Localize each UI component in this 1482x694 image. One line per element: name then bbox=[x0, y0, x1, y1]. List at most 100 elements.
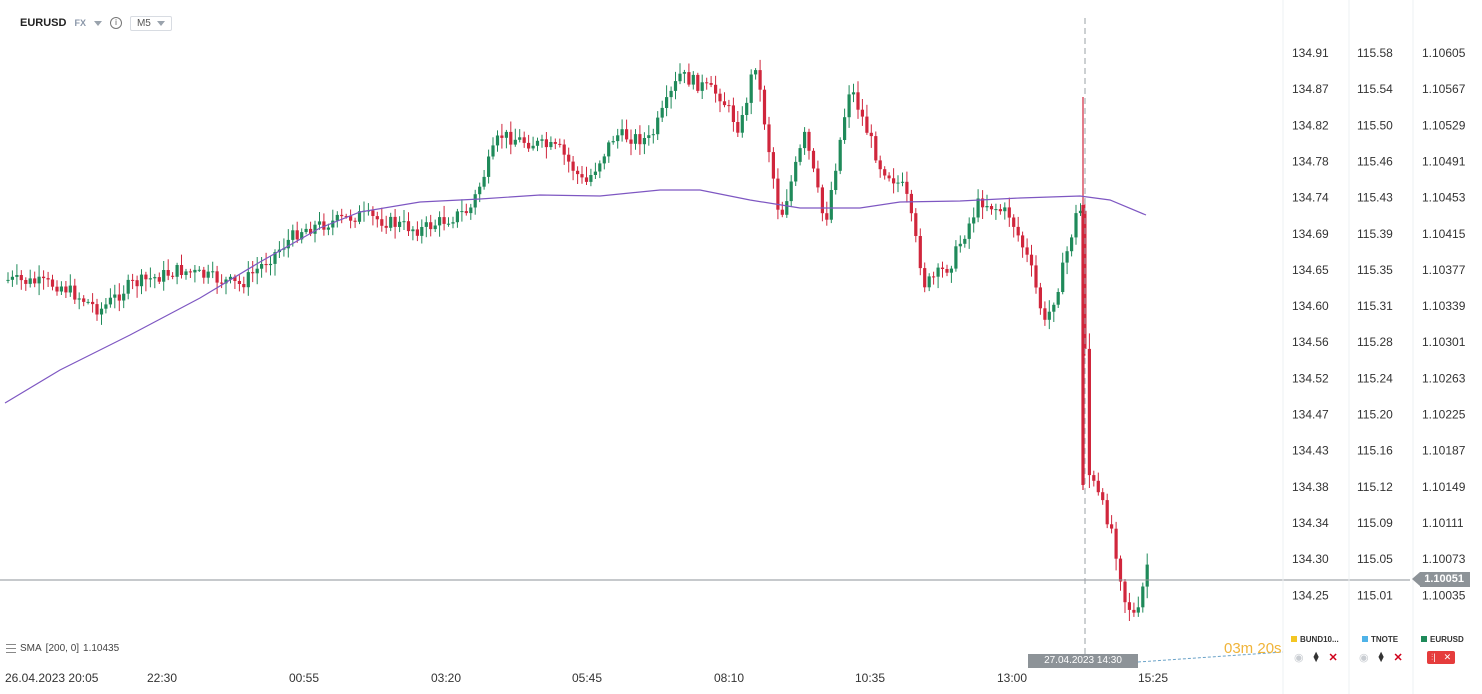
color-swatch bbox=[1362, 636, 1368, 642]
candle-body bbox=[166, 270, 170, 276]
legend-tnote[interactable]: TNOTE bbox=[1362, 635, 1398, 644]
candle-body bbox=[73, 285, 77, 300]
candle-body bbox=[482, 176, 486, 187]
candle-body bbox=[451, 222, 455, 224]
time-label: 10:35 bbox=[855, 671, 885, 685]
candle-body bbox=[780, 209, 784, 215]
candle-body bbox=[10, 276, 14, 280]
candle-body bbox=[1105, 500, 1109, 525]
eye-icon[interactable]: ◉ bbox=[1294, 651, 1304, 664]
candle-body bbox=[46, 278, 50, 280]
candle-body bbox=[998, 209, 1002, 212]
axis-label-1: 134.91 bbox=[1292, 46, 1329, 60]
candle-body bbox=[620, 129, 624, 136]
candle-body bbox=[220, 282, 224, 284]
candle-body bbox=[50, 279, 55, 287]
candle-body bbox=[6, 279, 10, 281]
candle-body bbox=[682, 72, 686, 74]
eurusd-active-controls[interactable]: ⫶| ✕ bbox=[1427, 650, 1456, 664]
candle-body bbox=[491, 145, 495, 157]
legend-label: EURUSD bbox=[1430, 635, 1464, 644]
indicator-legend[interactable]: SMA [200, 0] 1.10435 bbox=[6, 643, 119, 654]
close-icon[interactable]: ✕ bbox=[1443, 651, 1452, 662]
color-swatch bbox=[1421, 636, 1427, 642]
candle-body bbox=[896, 182, 900, 184]
info-icon[interactable]: i bbox=[109, 17, 122, 29]
candle-body bbox=[727, 105, 731, 107]
candle-body bbox=[1003, 207, 1007, 212]
candle-body bbox=[113, 294, 117, 298]
candle-body bbox=[656, 117, 660, 135]
candle-body bbox=[246, 272, 250, 288]
candle-body bbox=[584, 177, 589, 182]
candle-body bbox=[593, 171, 597, 175]
candle-body bbox=[874, 136, 878, 161]
candle-body bbox=[1052, 304, 1056, 312]
tnote-controls: ◉ ▲ ▼ ✕ bbox=[1359, 650, 1403, 664]
candle-body bbox=[642, 138, 646, 145]
candle-body bbox=[789, 181, 793, 202]
axis-label-1: 134.52 bbox=[1292, 371, 1329, 385]
candle-body bbox=[923, 268, 927, 288]
candle-body bbox=[211, 271, 215, 273]
candle-body bbox=[553, 142, 557, 144]
legend-bund[interactable]: BUND10... bbox=[1291, 635, 1339, 644]
candle-body bbox=[794, 161, 798, 182]
candle-body bbox=[700, 82, 704, 91]
candle-body bbox=[251, 272, 255, 274]
candle-body bbox=[340, 214, 344, 217]
candle-body bbox=[869, 132, 873, 137]
candle-body bbox=[317, 221, 322, 225]
candle-body bbox=[464, 211, 468, 214]
timeframe-select[interactable]: M5 bbox=[129, 15, 172, 31]
candle-body bbox=[522, 137, 526, 143]
spike-candle-body bbox=[1081, 205, 1085, 485]
axis-label-1: 134.30 bbox=[1292, 552, 1329, 566]
axis-label-3: 1.10035 bbox=[1422, 588, 1466, 602]
candle-body bbox=[967, 223, 971, 239]
axis-label-3: 1.10377 bbox=[1422, 263, 1466, 277]
close-icon[interactable]: ✕ bbox=[1328, 651, 1338, 664]
candle-body bbox=[353, 220, 357, 222]
candle-body bbox=[687, 72, 691, 85]
candle-body bbox=[883, 169, 887, 176]
axis-label-3: 1.10073 bbox=[1422, 552, 1466, 566]
candles-icon[interactable]: ⫶| bbox=[1431, 651, 1436, 662]
candle-body bbox=[820, 187, 824, 214]
time-label: 26.04.2023 20:05 bbox=[5, 671, 99, 685]
candle-body bbox=[384, 225, 388, 228]
axis-label-2: 115.01 bbox=[1357, 588, 1393, 602]
candle-body bbox=[567, 154, 571, 162]
candle-body bbox=[887, 175, 891, 179]
candle-body bbox=[28, 278, 32, 284]
candle-body bbox=[1056, 292, 1060, 305]
close-icon[interactable]: ✕ bbox=[1393, 651, 1403, 664]
candle-body bbox=[1101, 492, 1105, 501]
symbol-label[interactable]: EURUSD bbox=[20, 17, 67, 29]
candle-body bbox=[513, 139, 517, 145]
candle-body bbox=[1123, 581, 1127, 603]
candle-body bbox=[580, 174, 584, 178]
candle-body bbox=[932, 276, 936, 278]
candle-body bbox=[958, 243, 962, 247]
candle-body bbox=[602, 156, 606, 164]
candle-body bbox=[825, 213, 829, 220]
reorder-icon[interactable]: ▲ ▼ bbox=[1311, 649, 1321, 664]
legend-eurusd[interactable]: EURUSD bbox=[1421, 635, 1464, 644]
color-swatch bbox=[1291, 636, 1297, 642]
axis-label-2: 115.39 bbox=[1357, 227, 1393, 241]
candle-body bbox=[429, 222, 433, 230]
time-label: 15:25 bbox=[1138, 671, 1168, 685]
chevron-down-icon[interactable] bbox=[93, 20, 102, 26]
axis-label-3: 1.10301 bbox=[1422, 335, 1466, 349]
candle-body bbox=[691, 74, 695, 85]
candle-body bbox=[438, 217, 442, 226]
axis-label-3: 1.10415 bbox=[1422, 227, 1466, 241]
eye-icon[interactable]: ◉ bbox=[1359, 651, 1369, 664]
candlestick-series bbox=[6, 59, 1149, 621]
reorder-icon[interactable]: ▲ ▼ bbox=[1376, 649, 1386, 664]
candle-body bbox=[357, 211, 362, 222]
menu-icon[interactable] bbox=[6, 644, 16, 653]
candle-body bbox=[576, 170, 580, 175]
